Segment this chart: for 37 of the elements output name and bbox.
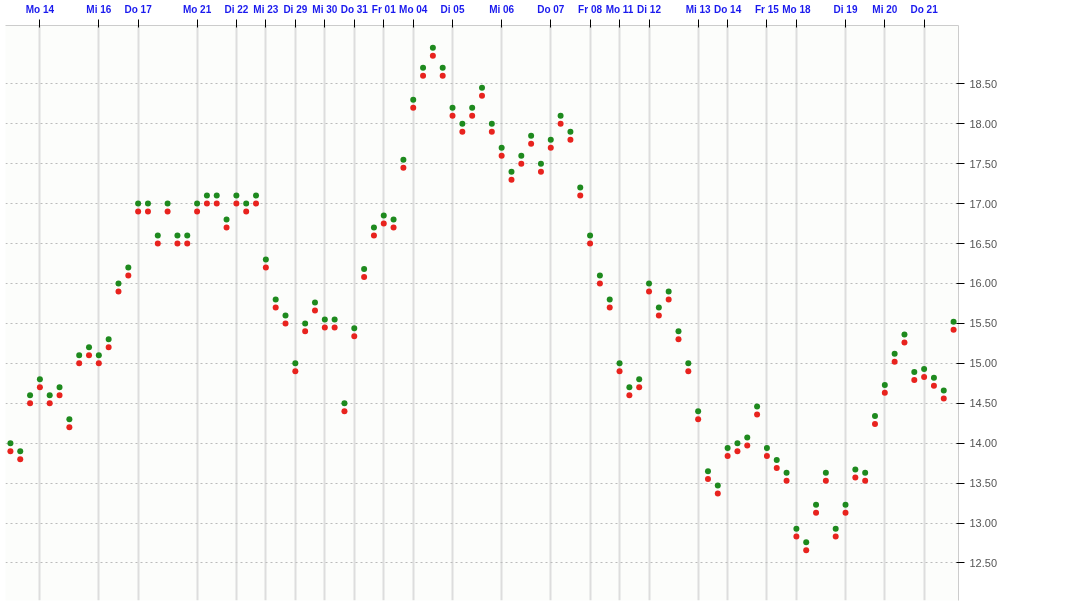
y-tick-label: 17.00 <box>969 197 998 210</box>
x-tick-label: Mi 13 <box>685 3 712 15</box>
x-tick-label: Mo 14 <box>25 3 55 15</box>
y-tick-label: 18.00 <box>969 117 998 130</box>
x-tick-label: Di 12 <box>637 3 662 15</box>
y-tick-label: 15.00 <box>969 357 998 370</box>
x-tick-label: Fr 08 <box>578 3 603 15</box>
x-tick-label: Di 05 <box>440 3 465 15</box>
x-tick-label: Mo 11 <box>605 3 634 15</box>
x-tick-label: Di 19 <box>833 3 858 15</box>
y-tick-label: 16.50 <box>969 237 998 250</box>
y-tick-label: 16.00 <box>969 277 998 290</box>
x-tick-label: Do 17 <box>124 3 153 15</box>
x-tick-label: Mo 21 <box>182 3 212 15</box>
y-tick-label: 18.50 <box>969 77 998 90</box>
x-tick-label: Di 29 <box>283 3 308 15</box>
y-tick-label: 13.50 <box>969 477 998 490</box>
x-tick-label: Mi 06 <box>489 3 515 15</box>
x-tick-label: Do 14 <box>714 3 742 15</box>
x-tick-label: Mi 16 <box>86 3 112 15</box>
x-tick-label: Fr 15 <box>754 3 780 15</box>
x-tick-label: Do 21 <box>910 3 939 15</box>
y-tick-label: 17.50 <box>969 157 998 170</box>
y-tick-label: 15.50 <box>969 317 998 330</box>
x-tick-label: Mo 18 <box>782 3 811 15</box>
y-tick-label: 14.50 <box>969 397 998 410</box>
x-tick-label: Mi 23 <box>253 3 279 15</box>
x-tick-label: Do 07 <box>537 3 565 15</box>
x-tick-label: Di 22 <box>224 3 249 15</box>
x-tick-label: Do 31 <box>340 3 369 15</box>
x-tick-label: Mi 20 <box>872 3 898 15</box>
y-tick-label: 13.00 <box>969 517 998 530</box>
x-tick-label: Mo 04 <box>399 3 428 15</box>
y-tick-label: 14.00 <box>969 437 998 450</box>
x-tick-label: Mi 30 <box>312 3 338 15</box>
y-tick-label: 12.50 <box>969 556 998 569</box>
x-tick-label: Fr 01 <box>371 3 397 15</box>
